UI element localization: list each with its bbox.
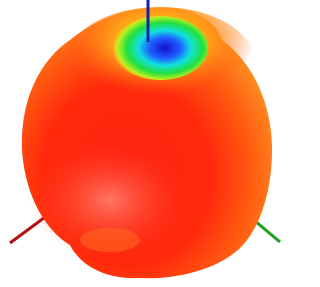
radiation-pattern-3d <box>0 0 282 287</box>
page: (() => { const data = JSON.parse(documen… <box>0 0 282 287</box>
null-region <box>112 16 208 80</box>
surface-bump <box>80 228 140 252</box>
